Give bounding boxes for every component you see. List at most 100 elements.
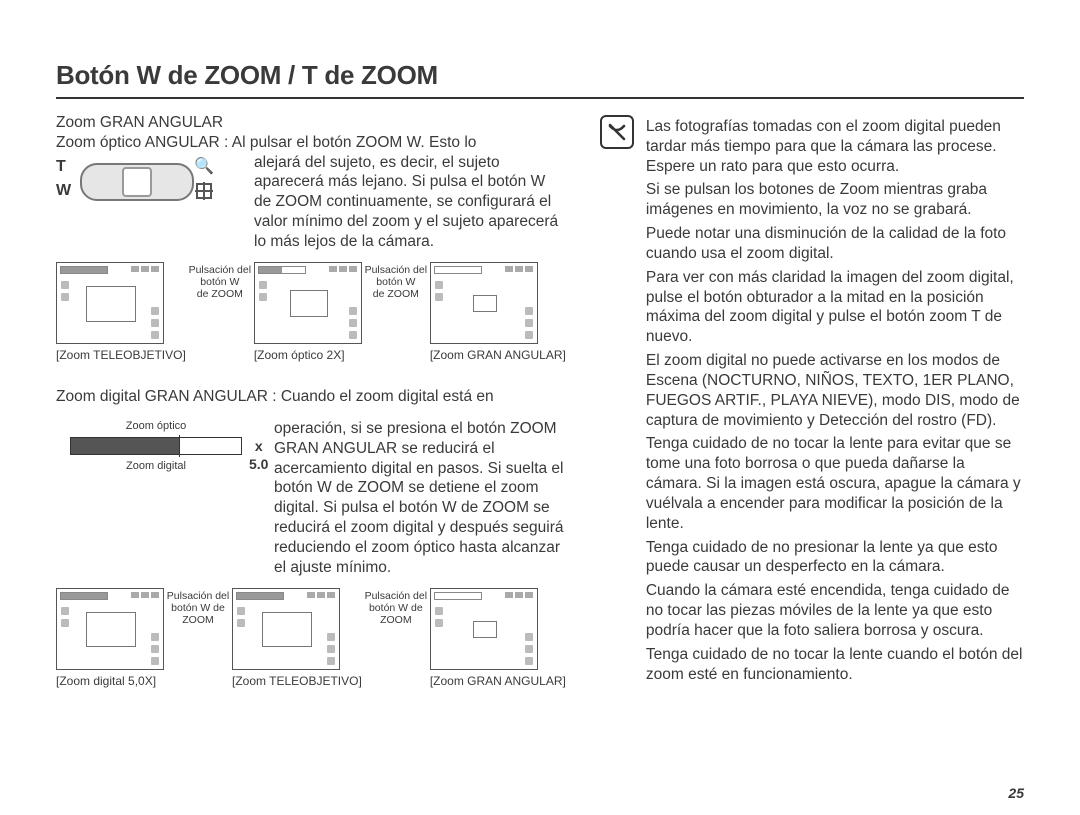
status-icons-top bbox=[131, 266, 159, 272]
zoom-scale-diagram: Zoom óptico x 5.0 Zoom digital bbox=[56, 419, 256, 473]
page-number: 25 bbox=[1008, 785, 1024, 801]
status-icons-left bbox=[259, 281, 267, 301]
zoom-bar bbox=[60, 266, 108, 274]
status-icons-top bbox=[505, 266, 533, 272]
status-icons-top bbox=[329, 266, 357, 272]
thumb-unit: [Zoom GRAN ANGULAR] bbox=[430, 588, 566, 689]
note-paragraph: Las fotografías tomadas con el zoom digi… bbox=[646, 117, 1024, 176]
thumb-unit: [Zoom GRAN ANGULAR] bbox=[430, 262, 566, 363]
zoom-bar bbox=[236, 592, 284, 600]
note-paragraph: Cuando la cámara esté encendida, tenga c… bbox=[646, 581, 1024, 640]
grid-icon bbox=[196, 183, 212, 199]
status-icons-top bbox=[131, 592, 159, 598]
note-paragraph: Tenga cuidado de no presionar la lente y… bbox=[646, 538, 1024, 578]
rocker-label-w: W bbox=[56, 181, 71, 201]
note-paragraph: El zoom digital no puede activarse en lo… bbox=[646, 351, 1024, 430]
press-label: Pulsación delbotón Wde ZOOM bbox=[362, 262, 430, 300]
status-icons-right bbox=[349, 307, 357, 339]
lcd-preview bbox=[56, 588, 164, 670]
thumb-column: [Zoom TELEOBJETIVO] bbox=[232, 588, 362, 689]
rocker-body bbox=[80, 163, 194, 201]
thumb-strip-optical: [Zoom TELEOBJETIVO] Pulsación delbotón Wd… bbox=[56, 262, 566, 363]
thumb-caption: [Zoom óptico 2X] bbox=[254, 348, 362, 363]
status-icons-left bbox=[61, 281, 69, 301]
note-paragraph: Para ver con más claridad la imagen del … bbox=[646, 268, 1024, 347]
scale-label-bottom: Zoom digital bbox=[56, 459, 256, 473]
page-title: Botón W de ZOOM / T de ZOOM bbox=[56, 60, 1024, 91]
lcd-preview bbox=[56, 262, 164, 344]
scale-fill bbox=[71, 438, 179, 454]
status-icons-top bbox=[505, 592, 533, 598]
manual-page: Botón W de ZOOM / T de ZOOM Zoom GRAN AN… bbox=[0, 0, 1080, 815]
thumb-caption: [Zoom digital 5,0X] bbox=[56, 674, 164, 689]
section-wide-angle-digital: Zoom digital GRAN ANGULAR : Cuando el zo… bbox=[56, 387, 566, 689]
thumb-column: [Zoom TELEOBJETIVO] bbox=[56, 262, 186, 363]
rocker-label-t: T bbox=[56, 157, 66, 177]
focus-frame bbox=[86, 612, 136, 648]
lcd-preview bbox=[430, 588, 538, 670]
section-wide-angle-optical: Zoom GRAN ANGULAR Zoom óptico ANGULAR : … bbox=[56, 113, 566, 363]
thumb-caption: [Zoom GRAN ANGULAR] bbox=[430, 348, 566, 363]
status-icons-right bbox=[525, 633, 533, 665]
zoom-bar bbox=[434, 266, 482, 274]
right-column: Las fotografías tomadas con el zoom digi… bbox=[600, 113, 1024, 689]
note-paragraph: Tenga cuidado de no tocar la lente cuand… bbox=[646, 645, 1024, 685]
status-icons-right bbox=[151, 633, 159, 665]
thumb-strip-digital: [Zoom digital 5,0X] Pulsación delbotón W … bbox=[56, 588, 566, 689]
focus-frame bbox=[473, 621, 497, 638]
thumb-column: [Zoom óptico 2X] bbox=[254, 262, 362, 363]
press-label: Pulsación delbotón W deZOOM bbox=[362, 588, 430, 626]
thumb-unit: [Zoom digital 5,0X] Pulsación delbotón W … bbox=[56, 588, 232, 689]
title-rule bbox=[56, 97, 1024, 99]
note-paragraph: Puede notar una disminución de la calida… bbox=[646, 224, 1024, 264]
press-label: Pulsación delbotón Wde ZOOM bbox=[186, 262, 254, 300]
focus-frame bbox=[290, 290, 328, 317]
zoom-bar bbox=[258, 266, 306, 274]
note-paragraph: Tenga cuidado de no tocar la lente para … bbox=[646, 434, 1024, 533]
focus-frame bbox=[473, 295, 497, 312]
note-body: Las fotografías tomadas con el zoom digi… bbox=[646, 113, 1024, 686]
thumb-column: [Zoom GRAN ANGULAR] bbox=[430, 588, 566, 689]
two-column-layout: Zoom GRAN ANGULAR Zoom óptico ANGULAR : … bbox=[56, 113, 1024, 689]
zoom-rocker-diagram: T W 🔍 bbox=[56, 153, 234, 207]
thumb-unit: [Zoom TELEOBJETIVO] Pulsación delbotón W … bbox=[232, 588, 430, 689]
magnifier-icon: 🔍 bbox=[194, 157, 214, 177]
left-column: Zoom GRAN ANGULAR Zoom óptico ANGULAR : … bbox=[56, 113, 566, 689]
status-icons-right bbox=[327, 633, 335, 665]
intro-line: Zoom óptico ANGULAR : Al pulsar el botón… bbox=[56, 133, 566, 153]
status-icons-right bbox=[151, 307, 159, 339]
thumb-caption: [Zoom GRAN ANGULAR] bbox=[430, 674, 566, 689]
status-icons-left bbox=[237, 607, 245, 627]
focus-frame bbox=[86, 286, 136, 322]
scale-row: Zoom óptico x 5.0 Zoom digital operación… bbox=[56, 419, 566, 578]
thumb-caption: [Zoom TELEOBJETIVO] bbox=[56, 348, 186, 363]
thumb-column: [Zoom GRAN ANGULAR] bbox=[430, 262, 566, 363]
thumb-column: [Zoom digital 5,0X] bbox=[56, 588, 164, 689]
intro-line-2: Zoom digital GRAN ANGULAR : Cuando el zo… bbox=[56, 387, 566, 407]
scale-x50: x 5.0 bbox=[249, 438, 268, 474]
status-icons-top bbox=[307, 592, 335, 598]
status-icons-left bbox=[435, 281, 443, 301]
lcd-preview bbox=[254, 262, 362, 344]
digital-paragraph: operación, si se presiona el botón ZOOM … bbox=[274, 419, 566, 578]
status-icons-left bbox=[435, 607, 443, 627]
intro-paragraph: alejará del sujeto, es decir, el sujeto … bbox=[254, 153, 566, 252]
thumb-unit: [Zoom óptico 2X] Pulsación delbotón Wde Z… bbox=[254, 262, 430, 363]
thumb-caption: [Zoom TELEOBJETIVO] bbox=[232, 674, 362, 689]
zoom-bar bbox=[434, 592, 482, 600]
scale-bar: x 5.0 bbox=[70, 437, 242, 455]
status-icons-right bbox=[525, 307, 533, 339]
zoom-bar bbox=[60, 592, 108, 600]
intro-row: T W 🔍 alejará del sujeto, es decir, el s… bbox=[56, 153, 566, 252]
thumb-unit: [Zoom TELEOBJETIVO] Pulsación delbotón Wd… bbox=[56, 262, 254, 363]
press-label: Pulsación delbotón W deZOOM bbox=[164, 588, 232, 626]
note-block: Las fotografías tomadas con el zoom digi… bbox=[600, 113, 1024, 686]
lcd-preview bbox=[232, 588, 340, 670]
heading-wide-angle: Zoom GRAN ANGULAR bbox=[56, 113, 566, 133]
focus-frame bbox=[262, 612, 312, 648]
note-icon bbox=[600, 115, 634, 149]
status-icons-left bbox=[61, 607, 69, 627]
scale-label-top: Zoom óptico bbox=[56, 419, 256, 433]
lcd-preview bbox=[430, 262, 538, 344]
scale-separator bbox=[179, 435, 180, 457]
